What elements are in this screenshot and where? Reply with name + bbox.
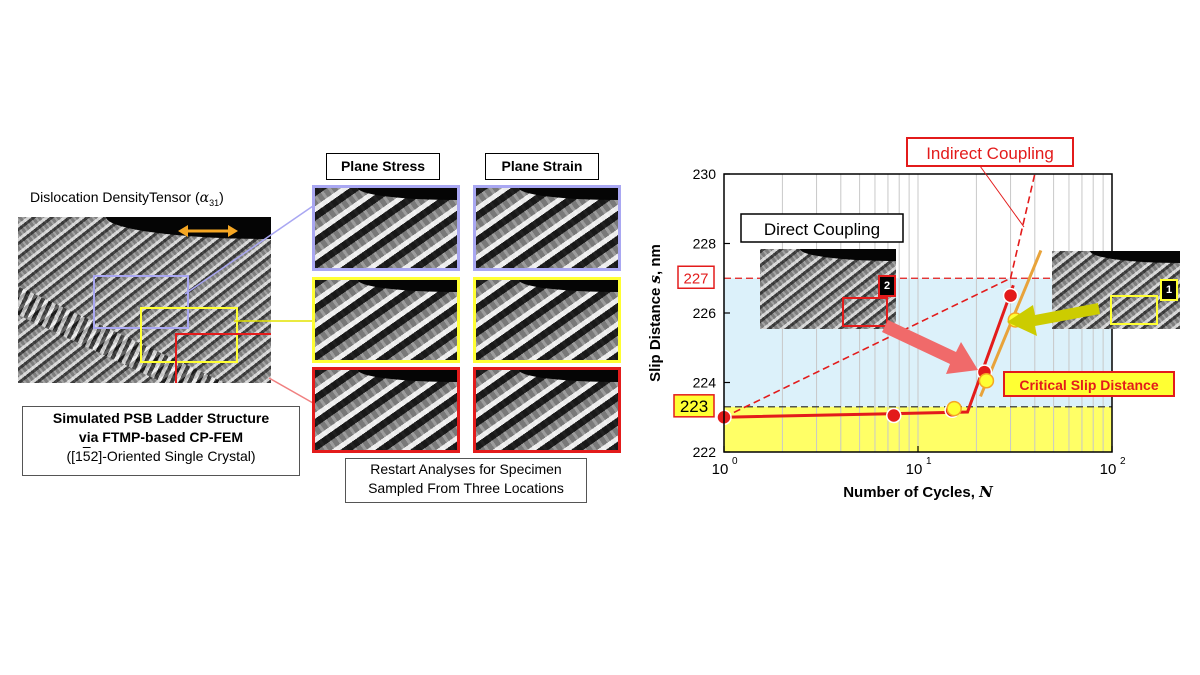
y-tick-label: 224 — [693, 375, 717, 391]
panel-strain-blue — [473, 185, 621, 271]
critical-slip-label: Critical Slip Distance — [1019, 377, 1158, 393]
indirect-coupling-line — [723, 277, 1011, 418]
direct-coupling-line — [723, 284, 1015, 419]
critical-box — [1003, 371, 1175, 397]
inset-yellow-region — [1110, 295, 1158, 325]
arrow-to-yellow-points-icon — [1007, 303, 1100, 336]
connector-lines — [184, 205, 314, 404]
inset-image-direct: 2 — [760, 249, 896, 329]
y-tick-label: 222 — [693, 444, 717, 460]
direct-coupling-label: Direct Coupling — [764, 220, 880, 239]
direct-box — [740, 213, 904, 243]
panel-strain-red — [473, 367, 621, 453]
restart-caption: Restart Analyses for Specimen Sampled Fr… — [345, 458, 587, 503]
main-dislocation-image — [18, 217, 271, 383]
yellow-data-point — [946, 400, 962, 417]
x-tick-label: 10 — [712, 461, 729, 478]
x-axis-variable: N — [978, 483, 994, 501]
red-data-point — [1002, 287, 1019, 304]
arrow-to-red-points-icon — [882, 320, 978, 374]
alpha-symbol: α — [199, 190, 210, 206]
level-label: 223 — [680, 397, 708, 416]
red-data-point — [886, 407, 902, 424]
plane-strain-header: Plane Strain — [485, 153, 599, 180]
alpha-subscript: 31 — [209, 197, 220, 208]
indirect-coupling-label: Indirect Coupling — [926, 144, 1054, 163]
x-axis-label: Number of Cycles, N — [843, 483, 994, 501]
y-tick-label: 226 — [693, 305, 717, 321]
level-label: 227 — [683, 270, 708, 287]
panel-stress-blue — [312, 185, 460, 271]
y-axis-label: Slip Distance s, nm — [646, 244, 664, 382]
panel-stress-yellow — [312, 277, 460, 363]
tensor-title: Dislocation DensityTensor (α31) — [30, 189, 224, 208]
caption-line-3: ([152]-Oriented Single Crystal) — [66, 448, 256, 464]
indirect-box — [906, 137, 1074, 167]
panel-stress-red — [312, 367, 460, 453]
indirect-coupling-line — [1009, 173, 1036, 279]
y-axis-variable: s — [646, 274, 664, 283]
y-tick-label: 228 — [693, 236, 717, 252]
y-tick-label: 230 — [693, 166, 717, 182]
yellow-sample-region — [140, 307, 238, 363]
x-tick-label: 10 — [906, 461, 923, 478]
red-sample-region — [175, 333, 271, 383]
indirect-pointer — [979, 165, 1025, 228]
plane-stress-header: Plane Stress — [326, 153, 440, 180]
x-tick-exponent: 0 — [732, 456, 738, 467]
restart-line-1: Restart Analyses for Specimen — [370, 461, 562, 477]
x-tick-label: 10 — [1100, 461, 1117, 478]
x-tick-exponent: 1 — [926, 456, 932, 467]
yellow-data-point — [978, 373, 995, 389]
x-tick-exponent: 2 — [1120, 456, 1126, 467]
inset-red-region — [842, 297, 888, 327]
panel-strain-yellow — [473, 277, 621, 363]
caption-line-2: via FTMP-based CP-FEM — [78, 429, 244, 445]
y-axis-unit: , nm — [647, 244, 664, 275]
marker-1-badge: 1 — [1160, 279, 1178, 301]
marker-2-badge: 2 — [878, 275, 896, 297]
loading-direction-arrow-icon — [178, 225, 238, 237]
caption-line-1: Simulated PSB Ladder Structure — [52, 410, 270, 426]
restart-line-2: Sampled From Three Locations — [368, 480, 564, 496]
level-badge — [677, 265, 715, 289]
simulation-caption: Simulated PSB Ladder Structure via FTMP-… — [22, 406, 300, 476]
level-badge — [673, 394, 715, 418]
